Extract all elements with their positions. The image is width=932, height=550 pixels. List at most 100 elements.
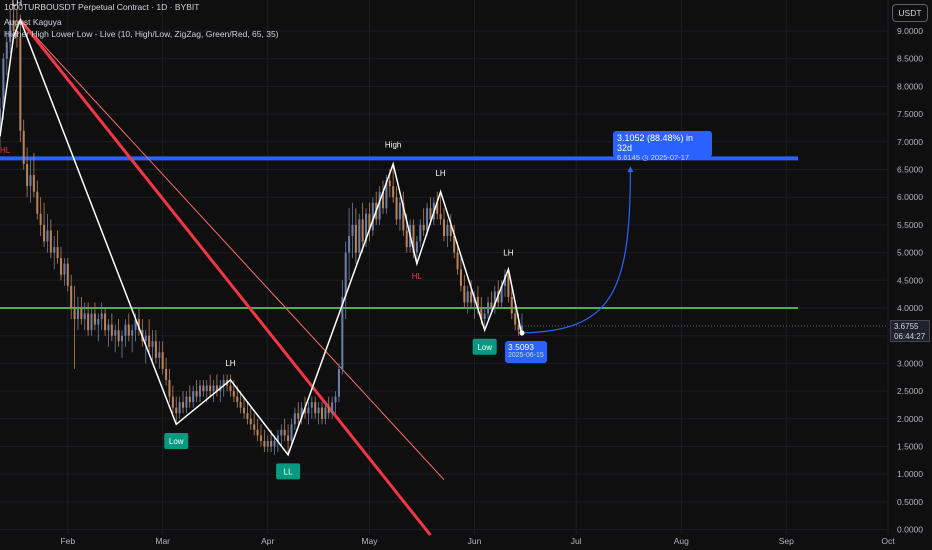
candle: [66, 263, 69, 286]
y-tick-label: 4.5000: [897, 275, 923, 285]
pivot-label: LH: [435, 169, 445, 178]
candle: [22, 130, 25, 164]
pivot-label: LL: [284, 467, 293, 476]
indicator-legend[interactable]: Higher High Lower Low - Live (10, High/L…: [4, 29, 279, 39]
candle: [205, 385, 208, 392]
candle: [426, 208, 429, 231]
candle: [361, 219, 364, 242]
candle: [449, 224, 452, 236]
candle: [131, 330, 134, 336]
y-tick-label: 7.5000: [897, 109, 923, 119]
candle: [239, 402, 242, 408]
candle: [456, 252, 459, 270]
candle: [354, 224, 357, 253]
candle: [80, 307, 83, 320]
bar-countdown: 06:44:27: [894, 332, 926, 341]
candle: [270, 440, 273, 447]
candle: [507, 274, 510, 297]
pivot-label: Low: [477, 343, 492, 352]
candle: [442, 219, 446, 236]
candle: [490, 302, 493, 308]
candle: [419, 224, 422, 242]
y-tick-label: 0.0000: [897, 525, 923, 535]
candle: [487, 302, 490, 314]
candle: [256, 429, 259, 436]
candle: [334, 396, 337, 403]
trend-line: [19, 19, 432, 537]
candle: [412, 224, 415, 253]
candle: [351, 224, 354, 236]
candle: [178, 402, 181, 414]
candle: [198, 385, 201, 397]
author-name: August Kaguya: [4, 17, 62, 27]
candle: [470, 291, 473, 303]
x-axis[interactable]: Feb Mar Apr May Jun Jul Aug Sep Oct: [60, 536, 895, 546]
trend-lines[interactable]: [19, 19, 445, 537]
low-price: 3.5093: [508, 342, 534, 352]
candle: [327, 407, 330, 414]
candle: [259, 435, 262, 441]
y-tick-label: 3.0000: [897, 358, 923, 368]
candle: [324, 407, 327, 419]
low-price-tag[interactable]: 3.5093 2025-06-15: [505, 341, 547, 363]
candle: [5, 42, 8, 59]
candle: [314, 402, 317, 414]
clock-icon: ◷: [642, 153, 649, 162]
candle: [188, 396, 191, 403]
candle: [124, 324, 127, 336]
projection[interactable]: [519, 166, 634, 336]
candle: [229, 385, 232, 392]
candle: [171, 396, 174, 408]
candle: [398, 202, 401, 220]
pivot-label: LH: [12, 0, 22, 8]
candles: [0, 3, 523, 455]
y-tick-label: 0.5000: [897, 497, 923, 507]
candle: [19, 36, 22, 131]
candle: [212, 385, 215, 392]
y-tick-label: 6.0000: [897, 192, 923, 202]
candle: [466, 291, 469, 303]
low-date: 2025-06-15: [508, 352, 544, 359]
candle: [276, 435, 279, 441]
measure-target-date: 2025-07-17: [650, 153, 690, 162]
candle: [70, 285, 73, 308]
candle: [280, 429, 283, 436]
candle: [395, 197, 398, 220]
pivot-badge: [472, 338, 497, 355]
y-tick-label: 1.5000: [897, 441, 923, 451]
y-tick-label: 9.0000: [897, 26, 923, 36]
candle: [263, 440, 266, 447]
candle: [120, 335, 124, 342]
candle: [151, 341, 154, 347]
candle: [480, 307, 483, 320]
horizontal-lines: [0, 156, 888, 327]
measure-label[interactable]: 3.1052 (88.48%) in 32d 6.6145 ◷ 2025-07-…: [613, 131, 712, 162]
candle: [246, 413, 249, 419]
candle: [39, 213, 42, 225]
pivot-label: HL: [0, 146, 11, 155]
grid: [0, 0, 889, 534]
trend-line: [19, 19, 445, 481]
candle: [195, 391, 198, 397]
candle: [222, 380, 225, 386]
candle: [137, 319, 140, 331]
y-axis[interactable]: 0.0000 0.5000 1.0000 1.5000 2.0000 2.5000 3.00…: [897, 26, 923, 535]
candle: [0, 108, 2, 137]
candle: [500, 285, 503, 303]
candle: [134, 319, 137, 331]
candle: [12, 19, 15, 32]
candle: [290, 424, 293, 441]
candle: [182, 402, 185, 408]
candle: [371, 202, 374, 231]
candle: [215, 385, 218, 392]
currency-button[interactable]: USDT: [892, 4, 928, 22]
candle: [49, 230, 52, 253]
candle: [144, 335, 147, 342]
candle: [165, 368, 168, 381]
candle: [114, 330, 117, 336]
candle: [283, 429, 286, 436]
zigzag: [0, 17, 523, 457]
candle: [503, 274, 507, 286]
y-tick-label: 5.0000: [897, 248, 923, 258]
